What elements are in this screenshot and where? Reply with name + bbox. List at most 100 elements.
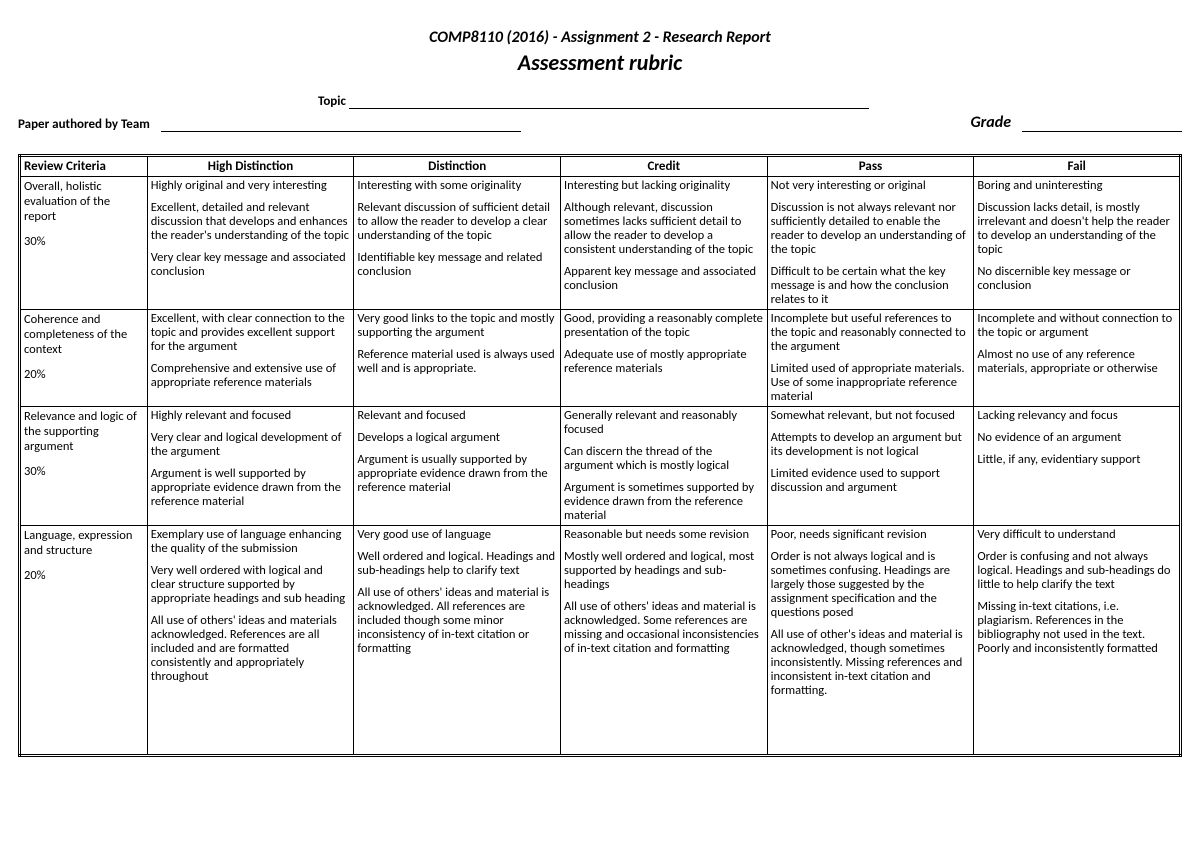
rubric-cell: Highly relevant and focused Very clear an… [147,407,354,526]
cell-text: Identifiable key message and related con… [357,251,557,279]
criteria-weight: 20% [24,367,144,382]
rubric-cell: Exemplary use of language enhancing the … [147,526,354,756]
cell-text: No discernible key message or conclusion [977,265,1176,293]
topic-label: Topic [318,94,346,109]
cell-text: Somewhat relevant, but not focused [771,409,971,423]
cell-text: Develops a logical argument [357,431,557,445]
cell-text: Reference material used is always used w… [357,348,557,376]
criteria-name: Relevance and logic of the supporting ar… [24,409,144,454]
cell-text: Discussion lacks detail, is mostly irrel… [977,201,1176,257]
cell-text: Exemplary use of language enhancing the … [151,528,351,556]
rubric-cell: Very good links to the topic and mostly … [354,310,561,407]
criteria-weight: 30% [24,464,144,479]
course-line: COMP8110 (2016) - Assignment 2 - Researc… [18,28,1182,47]
cell-text: Incomplete and without connection to the… [977,312,1176,340]
rubric-cell: Boring and uninteresting Discussion lacks… [974,177,1181,310]
criteria-name: Coherence and completeness of the contex… [24,312,144,357]
criteria-cell: Coherence and completeness of the contex… [20,310,148,407]
table-header-row: Review Criteria High Distinction Distinc… [20,156,1181,177]
cell-text: Argument is well supported by appropriat… [151,467,351,509]
rubric-table: Review Criteria High Distinction Distinc… [18,154,1182,757]
rubric-cell: Interesting but lacking originalityAltho… [561,177,768,310]
criteria-cell: Overall, holistic evaluation of the repo… [20,177,148,310]
criteria-name: Language, expression and structure [24,528,144,558]
col-header: Review Criteria [20,156,148,177]
rubric-cell: Lacking relevancy and focus No evidence o… [974,407,1181,526]
rubric-cell: Reasonable but needs some revision Mostly… [561,526,768,756]
grade-blank-line [1022,118,1182,132]
cell-text: All use of others' ideas and material is… [564,600,764,656]
header: COMP8110 (2016) - Assignment 2 - Researc… [18,28,1182,76]
cell-text: Order is confusing and not always logica… [977,550,1176,592]
cell-text: Lacking relevancy and focus [977,409,1176,423]
rubric-cell: Interesting with some originality Relevan… [354,177,561,310]
cell-text: Adequate use of mostly appropriate refer… [564,348,764,376]
topic-row: Topic [18,94,1182,109]
authored-label: Paper authored by Team [18,117,150,132]
cell-text: Very good links to the topic and mostly … [357,312,557,340]
cell-text: All use of other's ideas and material is… [771,628,971,698]
topic-blank-line [349,95,869,109]
cell-text: Good, providing a reasonably complete pr… [564,312,764,340]
cell-text: Highly original and very interesting [151,179,351,193]
col-header: Fail [974,156,1181,177]
table-row: Overall, holistic evaluation of the repo… [20,177,1181,310]
cell-text: Boring and uninteresting [977,179,1176,193]
cell-text: Reasonable but needs some revision [564,528,764,542]
rubric-cell: Excellent, with clear connection to the … [147,310,354,407]
rubric-cell: Highly original and very interesting Exce… [147,177,354,310]
cell-text: Order is not always logical and is somet… [771,550,971,620]
cell-text: Although relevant, discussion sometimes … [564,201,764,257]
cell-text: Argument is usually supported by appropr… [357,453,557,495]
cell-text: Very well ordered with logical and clear… [151,564,351,606]
cell-text: Very difficult to understand [977,528,1176,542]
cell-text: Discussion is not always relevant nor su… [771,201,971,257]
col-header: High Distinction [147,156,354,177]
cell-text: No evidence of an argument [977,431,1176,445]
rubric-cell: Good, providing a reasonably complete pr… [561,310,768,407]
cell-text: Limited used of appropriate materials. U… [771,362,971,404]
cell-text: Highly relevant and focused [151,409,351,423]
cell-text: Relevant and focused [357,409,557,423]
rubric-cell: Generally relevant and reasonably focuse… [561,407,768,526]
col-header: Credit [561,156,768,177]
cell-text: Almost no use of any reference materials… [977,348,1176,376]
grade-label: Grade [970,113,1011,132]
authored-blank-line [161,118,521,132]
cell-text: Relevant discussion of sufficient detail… [357,201,557,243]
cell-text: Apparent key message and associated conc… [564,265,764,293]
criteria-cell: Language, expression and structure 20% [20,526,148,756]
criteria-weight: 20% [24,568,144,583]
byline: Paper authored by Team Grade [18,113,1182,132]
cell-text: Incomplete but useful references to the … [771,312,971,354]
rubric-cell: Poor, needs significant revision Order is… [767,526,974,756]
cell-text: Well ordered and logical. Headings and s… [357,550,557,578]
cell-text: Argument is sometimes supported by evide… [564,481,764,523]
cell-text: Comprehensive and extensive use of appro… [151,362,351,390]
criteria-cell: Relevance and logic of the supporting ar… [20,407,148,526]
cell-text: Mostly well ordered and logical, most su… [564,550,764,592]
cell-text: Very good use of language [357,528,557,542]
cell-text: All use of others' ideas and materials a… [151,614,351,684]
cell-text: Not very interesting or original [771,179,971,193]
cell-text: All use of others' ideas and material is… [357,586,557,656]
table-row: Language, expression and structure 20% Exe… [20,526,1181,756]
criteria-name: Overall, holistic evaluation of the repo… [24,179,144,224]
rubric-cell: Incomplete and without connection to the… [974,310,1181,407]
rubric-cell: Somewhat relevant, but not focused Attemp… [767,407,974,526]
cell-text: Very clear and logical development of th… [151,431,351,459]
rubric-cell: Very difficult to understand Order is con… [974,526,1181,756]
cell-text: Poor, needs significant revision [771,528,971,542]
cell-text: Little, if any, evidentiary support [977,453,1176,467]
cell-text: Excellent, detailed and relevant discuss… [151,201,351,243]
cell-text: Missing in-text citations, i.e. plagiari… [977,600,1176,656]
cell-text: Generally relevant and reasonably focuse… [564,409,764,437]
rubric-cell: Very good use of language Well ordered an… [354,526,561,756]
cell-text: Attempts to develop an argument but its … [771,431,971,459]
rubric-body: Overall, holistic evaluation of the repo… [20,177,1181,756]
rubric-cell: Incomplete but useful references to the … [767,310,974,407]
cell-text: Difficult to be certain what the key mes… [771,265,971,307]
cell-text: Interesting with some originality [357,179,557,193]
rubric-cell: Relevant and focused Develops a logical a… [354,407,561,526]
cell-text: Can discern the thread of the argument w… [564,445,764,473]
